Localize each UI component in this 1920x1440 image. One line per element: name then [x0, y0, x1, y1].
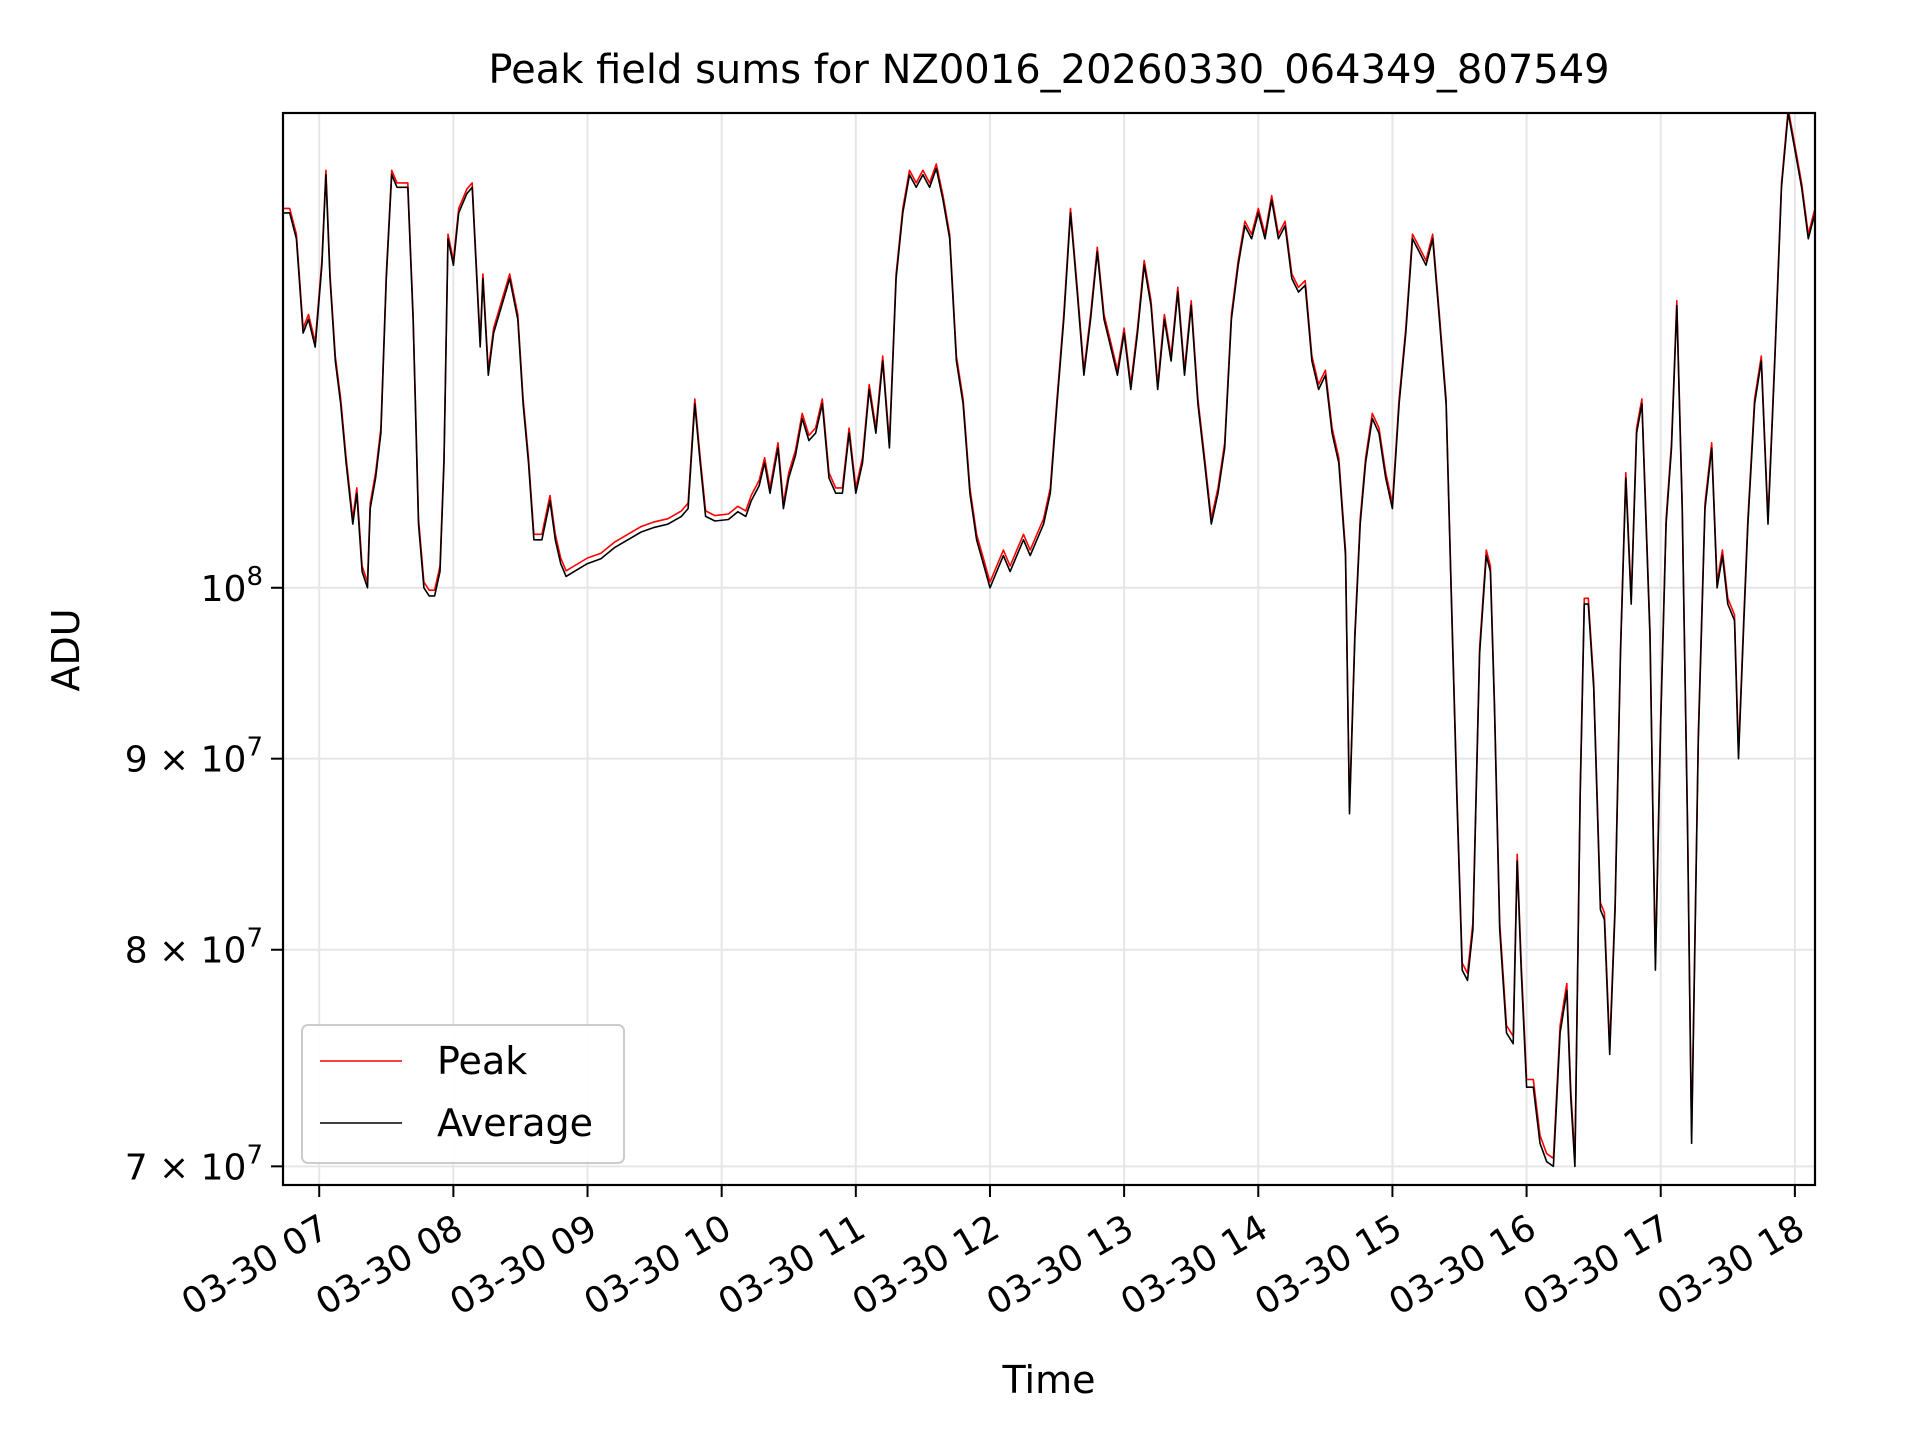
grid-lines [283, 113, 1815, 1185]
chart-title: Peak field sums for NZ0016_20260330_0643… [488, 47, 1609, 93]
legend-peak-label: Peak [437, 1039, 527, 1083]
y-tick-label: 9 × 107 [125, 733, 263, 781]
plot-frame [281, 111, 1817, 1187]
legend-average-label: Average [437, 1101, 593, 1145]
legend: Peak Average [301, 1024, 625, 1164]
y-tick-label: 108 [201, 562, 263, 610]
series-layer [283, 113, 1815, 1168]
series-line-average [283, 113, 1815, 1168]
y-axis-label: ADU [44, 608, 88, 691]
y-tick-label: 7 × 107 [125, 1140, 263, 1188]
x-axis-label: Time [1002, 1358, 1096, 1402]
y-axis-ticks: 7 × 107 8 × 107 9 × 107 108 [125, 562, 283, 1188]
legend-box [301, 1024, 625, 1164]
y-tick-label: 8 × 107 [125, 924, 263, 972]
